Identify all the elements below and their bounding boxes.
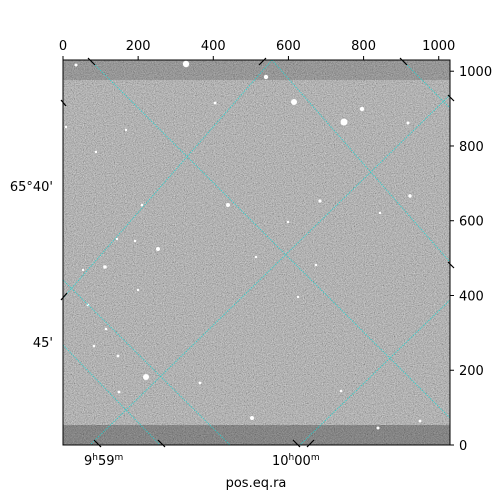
vignette-bottom bbox=[63, 425, 450, 445]
star bbox=[64, 125, 68, 129]
star bbox=[318, 199, 322, 203]
sky-noise bbox=[63, 60, 450, 445]
top-x-tick-labels: 0 200 400 600 800 1000 bbox=[59, 39, 455, 54]
star bbox=[250, 416, 254, 420]
grid-line bbox=[299, 299, 450, 445]
star bbox=[81, 268, 85, 272]
grid-line bbox=[401, 60, 450, 109]
pixel-axis-ticks bbox=[62, 56, 454, 446]
grid-line bbox=[271, 60, 450, 263]
dec-label-45: 45' bbox=[33, 336, 53, 351]
star bbox=[136, 288, 140, 292]
grid-line bbox=[89, 60, 450, 419]
star bbox=[103, 265, 107, 269]
star bbox=[94, 150, 98, 154]
y-tick-label: 0 bbox=[459, 439, 467, 454]
y-tick-label: 200 bbox=[459, 364, 484, 379]
star bbox=[291, 99, 297, 105]
right-y-tick-labels: 0 200 400 600 800 1000 bbox=[459, 65, 492, 454]
star bbox=[226, 203, 230, 207]
world-tick-mark bbox=[60, 292, 68, 301]
vignette-top bbox=[63, 60, 450, 80]
star bbox=[182, 60, 190, 68]
world-tick-mark bbox=[258, 57, 267, 66]
y-tick-label: 400 bbox=[459, 289, 484, 304]
world-tick-mark bbox=[399, 57, 408, 66]
x-tick-label: 400 bbox=[201, 39, 226, 54]
star bbox=[314, 263, 318, 267]
x-tick-label: 0 bbox=[59, 39, 67, 54]
star bbox=[213, 101, 217, 105]
star bbox=[359, 106, 365, 112]
star bbox=[254, 255, 258, 259]
star bbox=[376, 426, 380, 430]
x-tick-label: 600 bbox=[276, 39, 301, 54]
world-tick-mark bbox=[157, 439, 166, 448]
grid-line bbox=[89, 94, 450, 445]
star bbox=[378, 211, 382, 215]
star bbox=[339, 389, 343, 393]
star bbox=[140, 203, 144, 207]
star bbox=[133, 239, 137, 243]
grid-line bbox=[63, 279, 231, 445]
star bbox=[117, 390, 121, 394]
star bbox=[340, 118, 348, 126]
ra-label-10h00m: 10h00m bbox=[272, 453, 320, 469]
plot-frame bbox=[62, 59, 451, 446]
world-tick-mark bbox=[447, 94, 455, 102]
world-tick-mark bbox=[60, 99, 67, 107]
star bbox=[115, 237, 119, 241]
world-tick-mark bbox=[93, 439, 102, 448]
star bbox=[408, 194, 412, 198]
x-axis-title: pos.eq.ra bbox=[226, 476, 287, 491]
star bbox=[156, 247, 160, 251]
star bbox=[124, 128, 128, 132]
star bbox=[286, 220, 290, 224]
world-axis-ticks bbox=[60, 57, 455, 448]
star bbox=[418, 419, 422, 423]
star bbox=[74, 63, 78, 67]
y-tick-label: 1000 bbox=[459, 65, 492, 80]
star bbox=[92, 344, 96, 348]
x-tick-label: 200 bbox=[126, 39, 151, 54]
world-tick-mark bbox=[292, 439, 301, 448]
y-tick-label: 600 bbox=[459, 215, 484, 230]
world-tick-mark bbox=[87, 57, 96, 66]
star bbox=[116, 354, 120, 358]
star bbox=[198, 381, 202, 385]
grid-line bbox=[63, 344, 161, 445]
star bbox=[296, 295, 300, 299]
star bbox=[104, 327, 108, 331]
world-tick-mark bbox=[306, 439, 315, 448]
world-tick-mark bbox=[447, 261, 455, 269]
dec-label-40: 65°40' bbox=[10, 180, 53, 195]
star-field bbox=[64, 60, 422, 430]
y-tick-label: 800 bbox=[459, 140, 484, 155]
star bbox=[406, 121, 410, 125]
coordinate-grid bbox=[63, 60, 450, 445]
x-tick-label: 800 bbox=[351, 39, 376, 54]
x-tick-label: 1000 bbox=[422, 39, 455, 54]
star bbox=[143, 374, 149, 380]
ra-label-9h59m: 9h59m bbox=[84, 453, 123, 469]
star bbox=[263, 74, 269, 80]
